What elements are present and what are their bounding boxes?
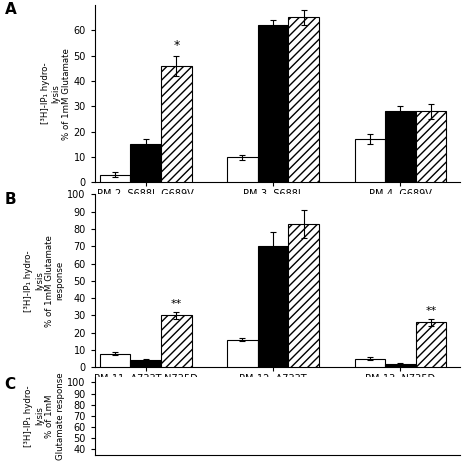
Bar	[355, 359, 385, 367]
Bar	[416, 111, 446, 182]
Bar	[100, 175, 130, 182]
Bar	[130, 145, 161, 182]
Y-axis label: [³H]-IP₁ hydro-
lysis
% of 1mM Glutamate
response: [³H]-IP₁ hydro- lysis % of 1mM Glutamate…	[25, 235, 64, 327]
Text: B: B	[5, 192, 17, 207]
Bar	[288, 224, 319, 367]
Bar	[288, 18, 319, 182]
Y-axis label: [³H]-IP₁ hydro-
lysis
% of 1mM
Glutamate response: [³H]-IP₁ hydro- lysis % of 1mM Glutamate…	[25, 372, 64, 460]
Y-axis label: [³H]-IP₁ hydro-
lysis
% of 1mM Glutamate: [³H]-IP₁ hydro- lysis % of 1mM Glutamate	[41, 48, 71, 139]
Bar	[416, 322, 446, 367]
Bar	[130, 360, 161, 367]
Bar	[227, 157, 258, 182]
Text: *: *	[173, 39, 179, 52]
Text: **: **	[425, 306, 437, 316]
Text: C: C	[5, 377, 16, 392]
Bar	[227, 340, 258, 367]
Bar	[258, 25, 288, 182]
Bar	[161, 316, 191, 367]
Text: **: **	[171, 300, 182, 310]
Bar	[100, 354, 130, 367]
Bar	[385, 364, 416, 367]
Bar	[355, 139, 385, 182]
Bar	[385, 111, 416, 182]
Text: A: A	[5, 2, 17, 18]
Bar	[258, 246, 288, 367]
Bar	[161, 66, 191, 182]
